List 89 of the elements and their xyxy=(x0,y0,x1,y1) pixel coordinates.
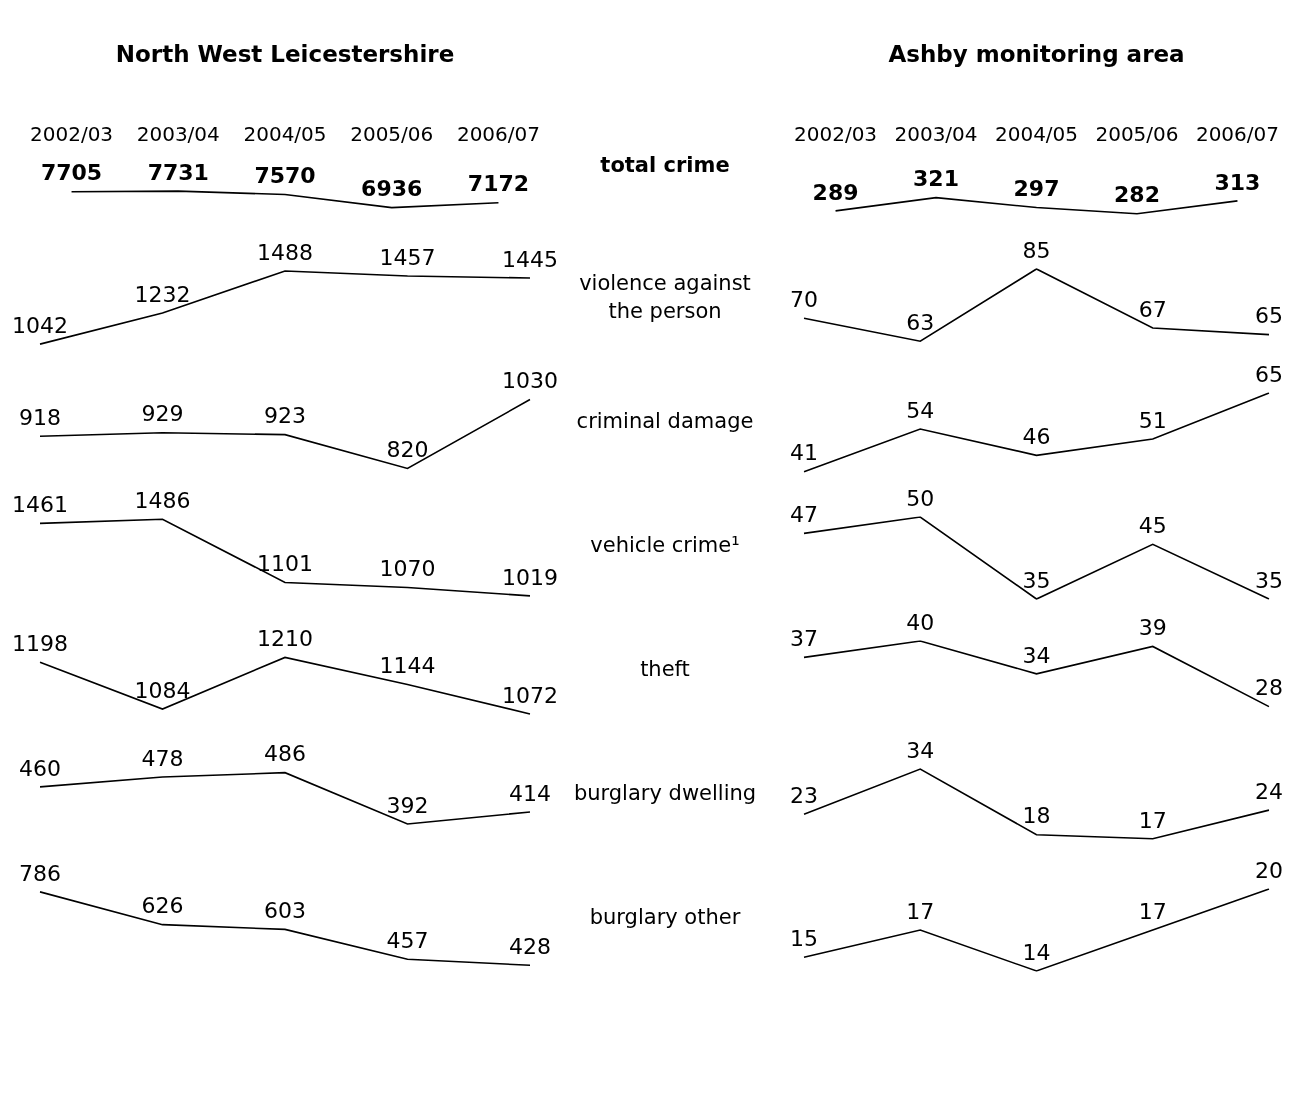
data-label: 1019 xyxy=(502,564,558,590)
data-label: 313 xyxy=(1214,169,1261,195)
chart-title: Ashby monitoring area xyxy=(888,40,1185,67)
data-label: 37 xyxy=(790,626,818,652)
data-label: 7705 xyxy=(40,160,103,186)
x-tick-label: 2005/06 xyxy=(350,121,434,146)
data-label: 486 xyxy=(264,741,306,767)
data-label: 18 xyxy=(1022,803,1051,829)
data-label: 1072 xyxy=(502,682,558,708)
data-label: 478 xyxy=(141,745,184,771)
data-label: 35 xyxy=(1255,567,1283,593)
data-label: 1070 xyxy=(379,556,436,582)
data-label: 1042 xyxy=(12,312,68,338)
y-axis-title: theft xyxy=(639,656,691,683)
data-label: 34 xyxy=(906,737,935,763)
data-label: 7570 xyxy=(254,163,316,189)
y-axis-title: total crime xyxy=(599,152,731,179)
data-label: 70 xyxy=(790,286,818,312)
data-label: 17 xyxy=(1138,807,1167,833)
data-label: 626 xyxy=(141,893,184,919)
data-label: 7172 xyxy=(467,171,530,197)
data-label: 392 xyxy=(386,792,429,818)
data-label: 603 xyxy=(264,898,306,924)
data-label: 1144 xyxy=(379,653,436,679)
data-label: 39 xyxy=(1138,615,1167,641)
data-label: 45 xyxy=(1138,513,1167,539)
data-label: 7731 xyxy=(147,159,209,185)
x-tick-label: 2006/07 xyxy=(456,121,540,146)
x-tick-label: 2005/06 xyxy=(1095,121,1179,146)
data-label: 65 xyxy=(1255,303,1283,329)
data-label: 1198 xyxy=(12,631,68,657)
data-label: 65 xyxy=(1255,361,1283,387)
data-label: 51 xyxy=(1138,407,1167,433)
data-label: 47 xyxy=(790,502,818,528)
data-label: 50 xyxy=(906,485,935,511)
data-label: 1210 xyxy=(257,626,313,652)
data-label: 1101 xyxy=(257,551,313,577)
data-label: 17 xyxy=(1138,898,1167,924)
x-tick-label: 2004/05 xyxy=(243,121,327,146)
x-tick-label: 2002/03 xyxy=(794,121,878,146)
data-label: 40 xyxy=(906,609,935,635)
data-label: 1457 xyxy=(379,244,436,270)
data-label: 289 xyxy=(812,179,859,205)
data-label: 28 xyxy=(1255,675,1283,701)
data-label: 54 xyxy=(906,397,935,423)
data-label: 14 xyxy=(1022,939,1051,965)
x-tick-label: 2003/04 xyxy=(894,121,978,146)
y-axis-title: vehicle crime¹ xyxy=(589,532,741,559)
data-label: 1445 xyxy=(502,246,558,272)
data-label: 23 xyxy=(790,782,818,808)
data-label: 786 xyxy=(19,860,61,886)
data-label: 820 xyxy=(386,437,429,463)
x-tick-label: 2003/04 xyxy=(136,121,220,146)
data-label: 1486 xyxy=(134,488,191,514)
data-label: 1084 xyxy=(134,677,191,703)
data-label: 1488 xyxy=(257,239,313,265)
data-label: 63 xyxy=(906,309,935,335)
data-label: 34 xyxy=(1022,642,1051,668)
data-label: 24 xyxy=(1255,778,1283,804)
data-label: 297 xyxy=(1013,176,1060,202)
data-label: 923 xyxy=(264,403,306,429)
data-label: 1030 xyxy=(502,368,558,394)
x-tick-label: 2004/05 xyxy=(994,121,1079,146)
data-label: 15 xyxy=(790,926,818,952)
data-label: 460 xyxy=(19,755,61,781)
data-label: 414 xyxy=(509,780,551,806)
data-label: 321 xyxy=(913,166,959,192)
data-label: 918 xyxy=(19,405,61,431)
data-label: 1232 xyxy=(134,281,191,307)
data-label: 457 xyxy=(386,928,429,954)
data-label: 428 xyxy=(509,933,551,959)
y-axis-title: burglary dwelling xyxy=(572,780,758,807)
data-label: 20 xyxy=(1255,857,1283,883)
y-axis-title: criminal damage xyxy=(575,408,755,435)
data-label: 17 xyxy=(906,898,935,924)
data-label: 41 xyxy=(790,440,818,466)
chart-title: North West Leicestershire xyxy=(115,40,455,67)
data-label: 929 xyxy=(141,401,184,427)
data-label: 6936 xyxy=(361,176,423,202)
data-label: 1461 xyxy=(12,492,68,518)
data-label: 282 xyxy=(1114,182,1160,208)
x-tick-label: 2006/07 xyxy=(1195,121,1279,146)
data-label: 35 xyxy=(1022,567,1051,593)
data-label: 46 xyxy=(1022,424,1051,450)
data-label: 85 xyxy=(1022,237,1051,263)
y-axis-title: violence against the person xyxy=(578,269,752,325)
x-tick-label: 2002/03 xyxy=(30,121,114,146)
y-axis-title: burglary other xyxy=(588,904,742,931)
data-label: 67 xyxy=(1138,296,1167,322)
